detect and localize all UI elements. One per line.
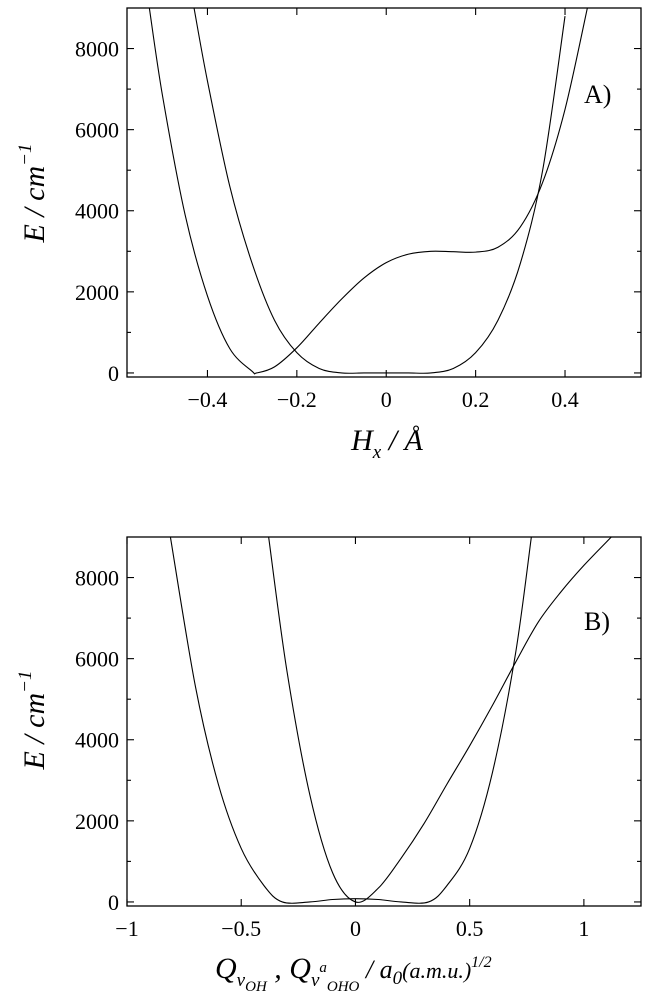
panel-b-y-tick-label: 2000	[75, 809, 119, 834]
panel-b-ylabel: E / cm−1	[15, 671, 51, 771]
panel-a-label: A)	[584, 80, 611, 109]
panel-b-curves	[169, 537, 612, 904]
panel-a-x-tick-label: 0	[381, 387, 392, 412]
panel-a-x-tick-label: −0.2	[277, 387, 317, 412]
panel-b-x-tick-label: −1	[115, 916, 138, 941]
panel-b-y-tick-label: 0	[108, 890, 119, 915]
panel-b-frame	[126, 536, 642, 907]
panel-b-series-2-line	[268, 537, 612, 903]
panel-a-ticks	[127, 8, 641, 377]
panel-a-tick-labels: −0.4 −0.2 0 0.2 0.4 0 2000 4000 6000 8000	[75, 37, 579, 412]
panel-a-x-tick-label: −0.4	[187, 387, 227, 412]
panel-b-tick-labels: −1 −0.5 0 0.5 1 0 2000 4000 6000 8000	[75, 566, 589, 941]
panel-a-ylabel-sup: −1	[15, 144, 36, 166]
panel-a-x-tick-label: 0.4	[551, 387, 579, 412]
panel-b: −1 −0.5 0 0.5 1 0 2000 4000 6000 8000 B) E / cm−1…	[15, 536, 642, 995]
panel-b-ticks	[126, 537, 641, 906]
panel-a-y-tick-label: 6000	[75, 118, 119, 143]
panel-b-y-tick-label: 8000	[75, 566, 119, 591]
panel-a-xlabel: Hx / Å	[350, 424, 423, 463]
panel-b-series-1-line	[169, 537, 532, 904]
panel-a-series-2-line	[193, 8, 566, 374]
panel-a-y-tick-label: 0	[108, 361, 119, 386]
panel-a-ylabel: E / cm−1	[15, 144, 51, 244]
panel-b-xlabel: QνOH , QνaOHO / a0(a.m.u.)1/2	[215, 952, 492, 995]
panel-b-x-tick-label: 1	[578, 916, 589, 941]
panel-b-y-tick-label: 6000	[75, 647, 119, 672]
panel-b-x-tick-label: 0	[350, 916, 361, 941]
panel-b-ylabel-sup: −1	[15, 671, 36, 693]
panel-a-y-tick-label: 8000	[75, 37, 119, 62]
panel-b-label: B)	[584, 607, 610, 636]
panel-a-x-tick-label: 0.2	[462, 387, 490, 412]
panel-a-curves	[148, 8, 588, 375]
panel-b-x-tick-label: 0.5	[456, 916, 484, 941]
panel-a-y-tick-label: 2000	[75, 280, 119, 305]
panel-b-x-tick-label: −0.5	[221, 916, 261, 941]
panel-a-y-tick-label: 4000	[75, 199, 119, 224]
panel-a: −0.4 −0.2 0 0.2 0.4 0 2000 4000 6000 8000 A) E / …	[15, 7, 642, 463]
panel-a-series-1-line	[148, 8, 588, 375]
panel-b-y-tick-label: 4000	[75, 728, 119, 753]
panel-a-frame	[126, 7, 642, 378]
